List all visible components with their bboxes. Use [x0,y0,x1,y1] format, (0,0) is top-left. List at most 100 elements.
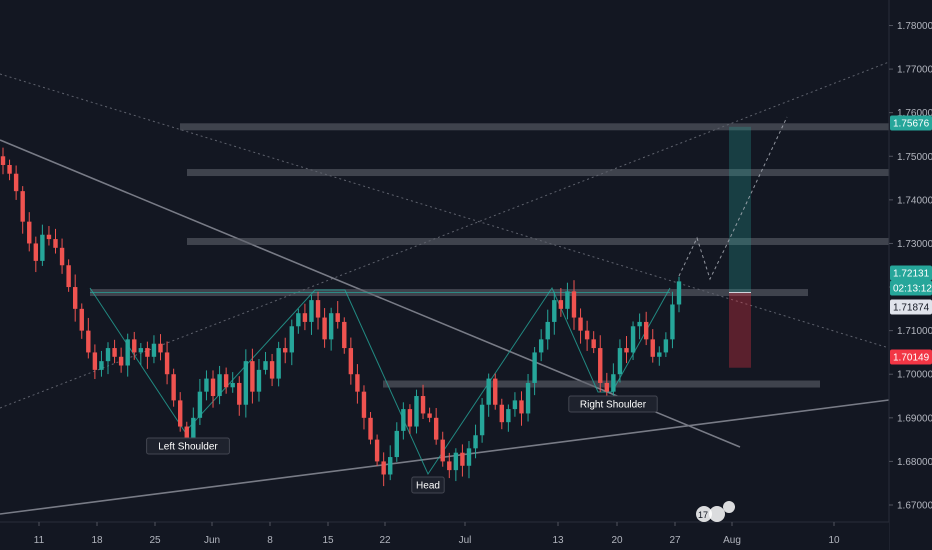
price-tick-label: 1.76000 [897,108,932,119]
candle-body [381,461,386,475]
candle-body [138,348,144,353]
time-tick-label: 27 [669,535,681,546]
candle-body [558,300,564,309]
candle-body [263,361,268,370]
pattern-label-box [411,476,445,494]
candle-body [407,409,413,427]
logo-circle-2 [709,506,725,522]
time-tick-label: 20 [611,535,623,546]
resistance-zone[interactable] [383,380,820,388]
candle-body [0,156,6,165]
time-tick-label: 11 [34,535,45,546]
candle-body [158,343,163,353]
candle-body [342,321,347,349]
candle-body [283,348,288,353]
candle-body [46,234,52,240]
price-tick-label: 1.71000 [897,326,932,337]
time-axis-background [0,522,889,550]
price-badge-text: 1.70149 [893,353,930,364]
candle-body [256,369,262,392]
candle-body [506,409,511,423]
candle-body [315,300,321,318]
resistance-zone[interactable] [187,237,889,245]
long-position-tool[interactable] [729,126,751,368]
candle-body [348,348,354,375]
price-badges: 1.75676 1.72131 02:13:12 1.71874 1.70149 [890,115,932,365]
candle-body [598,348,603,383]
price-tick-label: 1.68000 [897,457,932,468]
time-axis[interactable]: 11 18 25 Jun 8 15 22 Jul 13 20 27 Aug 10 [0,521,889,550]
candle-body [164,352,170,375]
candle-body [663,339,669,353]
candle-body [151,343,157,357]
time-tick-label: Jul [459,535,472,546]
candle-body [7,164,12,174]
price-tick-label: 1.74000 [897,195,932,206]
candle-body [66,265,71,288]
candle-body [604,382,610,392]
resistance-zone[interactable] [180,123,889,131]
price-badge-text: 1.71874 [893,303,930,314]
price-badge [890,115,932,131]
tradingview-logo[interactable]: 17 [696,501,735,522]
candle-body [125,339,130,366]
logo-circle-1 [696,506,712,522]
dotted-trendline[interactable] [0,73,890,349]
candle-body [374,439,380,462]
candle-body [545,321,550,340]
resistance-zone[interactable] [187,169,889,177]
candle-body [512,400,518,410]
candle-body [20,191,25,222]
candle-body [230,382,235,388]
candle-body [519,400,524,414]
time-tick-label: 22 [379,535,391,546]
candle-body [401,409,406,431]
candle-body [223,374,229,388]
price-badge [890,299,932,315]
projected-move[interactable] [678,116,788,281]
price-badge [890,265,932,281]
price-tick-label: 1.78000 [897,21,932,32]
profit-zone[interactable] [729,126,751,293]
candle-body [466,448,472,466]
candle-body [105,348,111,362]
candle-body [328,313,334,340]
dotted-channel-line[interactable] [0,61,890,409]
candle-body [493,378,498,405]
candle-body [118,356,124,366]
candle-body [538,339,544,353]
candle-body [217,374,222,397]
candle-body [611,374,616,392]
candle-body [532,352,537,383]
price-badge [890,349,932,365]
candle-body [171,374,176,401]
candle-body [486,378,491,405]
pattern-label-box [146,437,230,455]
candle-body [571,291,577,318]
candle-body [355,374,360,392]
candle-body [657,352,662,357]
candle-body [296,313,301,327]
candle-body [13,173,19,192]
logo-mark-icon: 17 [698,510,708,520]
pattern-label-text: Left Shoulder [158,442,218,453]
candle-body [322,317,327,340]
time-tick-label: 18 [91,535,103,546]
candle-body [447,461,452,471]
candle-body [361,391,367,418]
candle-body [427,413,432,418]
candle-body [132,339,137,353]
time-tick-label: 15 [322,535,334,546]
candle-body [184,426,189,440]
pattern-label-text: Right Shoulder [580,400,647,411]
candle-body [453,452,459,471]
candle-body [473,435,478,449]
candle-body [302,313,308,322]
candle-body [112,348,117,357]
candle-body [637,321,642,327]
loss-zone[interactable] [729,292,751,368]
projection-path[interactable] [678,116,788,281]
